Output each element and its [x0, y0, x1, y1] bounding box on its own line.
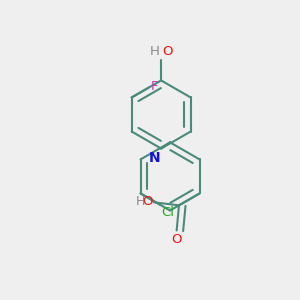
- Text: O: O: [171, 233, 182, 246]
- Text: O: O: [163, 45, 173, 58]
- Text: N: N: [149, 151, 161, 165]
- Text: H: H: [150, 45, 160, 58]
- Text: F: F: [151, 80, 158, 93]
- Text: H: H: [136, 195, 146, 208]
- Text: O: O: [142, 195, 153, 208]
- Text: Cl: Cl: [161, 206, 174, 219]
